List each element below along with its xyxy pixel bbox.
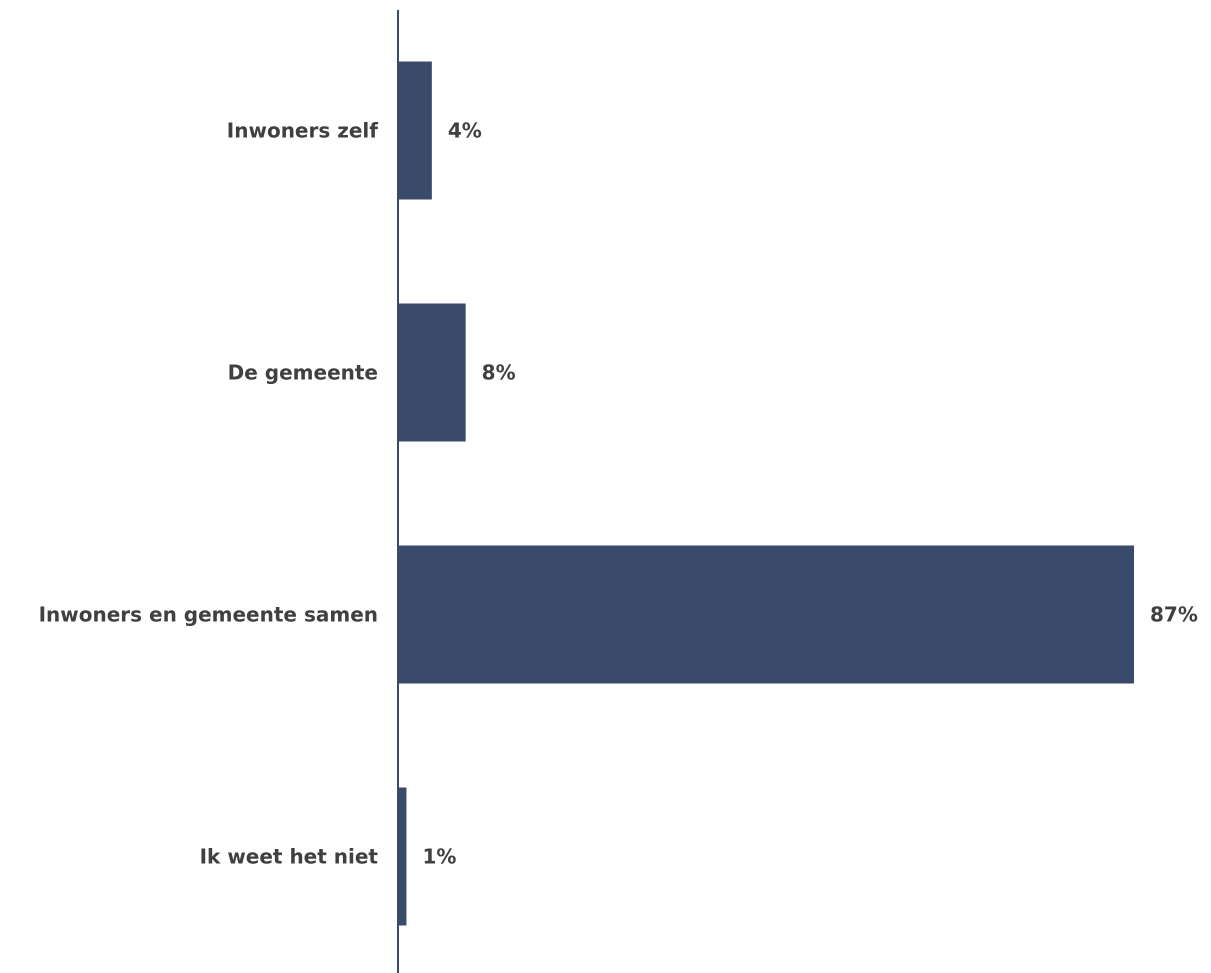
bar bbox=[398, 303, 466, 442]
value-label: 87% bbox=[1150, 603, 1198, 627]
category-label: Ik weet het niet bbox=[200, 845, 379, 869]
category-label: Inwoners en gemeente samen bbox=[39, 603, 378, 627]
bar bbox=[398, 787, 407, 926]
labels-layer: Inwoners zelf 4% De gemeente 8% Inwoners en … bbox=[39, 119, 1198, 869]
category-label: Inwoners zelf bbox=[227, 119, 378, 143]
value-label: 4% bbox=[448, 119, 482, 143]
value-label: 1% bbox=[422, 845, 456, 869]
category-label: De gemeente bbox=[228, 361, 378, 385]
value-label: 8% bbox=[482, 361, 516, 385]
bar bbox=[398, 545, 1134, 684]
bars-layer bbox=[398, 61, 1134, 926]
bar bbox=[398, 61, 432, 200]
